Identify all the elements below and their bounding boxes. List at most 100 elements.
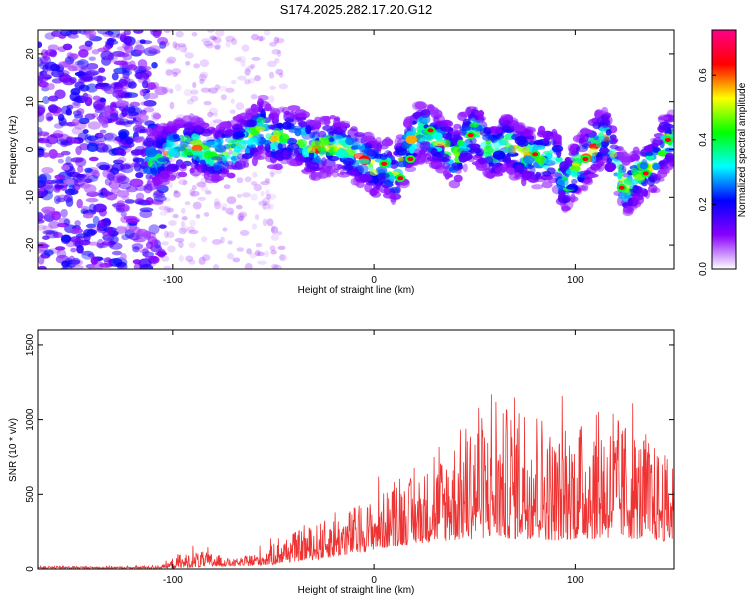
spectrogram-cell bbox=[345, 137, 355, 146]
spectrogram-cell bbox=[165, 131, 172, 136]
spectrogram-cell bbox=[189, 140, 202, 145]
spectrogram-cell bbox=[145, 147, 157, 158]
spectrogram-cell bbox=[127, 106, 140, 116]
spectrogram-cell bbox=[222, 227, 228, 232]
spectrogram-cell bbox=[225, 87, 235, 93]
spectrogram-cell bbox=[151, 62, 158, 69]
spectrogram-cell bbox=[157, 157, 168, 162]
spectrogram-cell bbox=[179, 141, 189, 148]
spectrogram-cell bbox=[172, 214, 179, 219]
spectrogram-cell bbox=[111, 72, 119, 81]
spectrogram-cell bbox=[55, 246, 66, 251]
spectrogram-cell bbox=[159, 211, 168, 216]
spectrogram-cell bbox=[308, 119, 317, 125]
spectrogram-cell bbox=[505, 128, 515, 134]
spectrogram-cell bbox=[205, 141, 219, 147]
spectrogram-cell bbox=[100, 50, 113, 61]
spectrogram-cell bbox=[159, 170, 171, 180]
spectrogram-cell bbox=[107, 227, 115, 236]
spectrogram-cell bbox=[112, 159, 124, 165]
spectrogram-cell bbox=[250, 33, 260, 41]
spectrogram-cell bbox=[183, 121, 197, 129]
spectrogram-cell bbox=[276, 37, 285, 44]
spectrogram-cell bbox=[255, 242, 263, 248]
spectrogram-cell bbox=[635, 187, 648, 197]
spectrogram-cell bbox=[440, 119, 452, 128]
spectrogram-cell bbox=[161, 241, 170, 246]
spectrogram-cell bbox=[218, 85, 228, 92]
spectrogram-cell bbox=[46, 116, 54, 121]
spectrogram-cell bbox=[282, 149, 288, 158]
spectrogram-cell bbox=[459, 156, 471, 162]
spectrogram-cell bbox=[468, 122, 479, 128]
spectrogram-cell bbox=[233, 145, 241, 153]
spectrogram-cell bbox=[39, 56, 51, 65]
spectrogram-cell bbox=[152, 192, 166, 199]
spectrogram-cell bbox=[327, 155, 340, 162]
y-tick-label: 0 bbox=[25, 146, 36, 152]
spectrogram-cell bbox=[85, 197, 99, 203]
spectrogram-hotspot-core bbox=[427, 128, 434, 133]
spectrogram-cell bbox=[623, 178, 633, 185]
spectrogram-cell bbox=[199, 71, 209, 79]
spectrogram-cell bbox=[389, 195, 397, 203]
spectrogram-cell bbox=[212, 112, 219, 118]
spectrogram-cell bbox=[120, 164, 134, 174]
spectrogram-cell bbox=[213, 161, 222, 171]
spectrogram-cell bbox=[599, 147, 610, 154]
spectrogram-cell bbox=[38, 215, 46, 220]
spectrogram-cell bbox=[599, 115, 606, 124]
spectrogram-cell bbox=[306, 161, 320, 170]
spectrogram-cell bbox=[505, 167, 515, 174]
spectrogram-cell bbox=[408, 145, 415, 154]
spectrogram-cell bbox=[264, 250, 269, 258]
spectrogram-cell bbox=[142, 72, 150, 80]
spectrogram-cell bbox=[535, 155, 547, 165]
spectrogram-cell bbox=[78, 49, 89, 58]
spectrogram-cell bbox=[38, 81, 50, 88]
spectrogram-cell bbox=[321, 115, 332, 121]
spectrogram-cell bbox=[48, 220, 61, 229]
spectrogram-cell bbox=[150, 199, 164, 205]
spectrogram-cell bbox=[59, 30, 72, 37]
spectrogram-cell bbox=[148, 45, 161, 52]
spectrogram-cell bbox=[534, 144, 546, 150]
spectrogram-cell bbox=[279, 254, 285, 261]
spectrogram-cell bbox=[191, 184, 197, 191]
spectrogram-cell bbox=[341, 164, 354, 171]
spectrogram-cell bbox=[96, 146, 106, 153]
spectrogram-hotspot-core bbox=[397, 176, 404, 181]
spectrogram-cell bbox=[48, 95, 59, 102]
spectrogram-cell bbox=[84, 113, 96, 120]
spectrogram-cells bbox=[38, 30, 674, 269]
spectrogram-cell bbox=[103, 132, 115, 141]
spectrogram-cell bbox=[301, 147, 309, 158]
spectrogram-cell bbox=[492, 140, 502, 149]
spectrogram-cell bbox=[210, 127, 218, 135]
spectrogram-cell bbox=[74, 240, 81, 247]
spectrogram-cell bbox=[43, 69, 54, 78]
spectrogram-cell bbox=[528, 141, 540, 146]
spectrogram-cell bbox=[180, 135, 191, 143]
spectrogram-cell bbox=[184, 52, 194, 59]
spectrogram-cell bbox=[344, 170, 357, 175]
spectrogram-cell bbox=[536, 130, 547, 138]
spectrogram-cell bbox=[83, 228, 96, 237]
spectrogram-cell bbox=[270, 226, 279, 234]
spectrogram-cell bbox=[211, 36, 218, 41]
spectrogram-cell bbox=[51, 153, 65, 158]
spectrogram-cell bbox=[123, 30, 131, 36]
spectrogram-cell bbox=[198, 256, 206, 265]
spectrogram-cell bbox=[129, 101, 141, 107]
spectrogram-cell bbox=[658, 159, 669, 167]
spectrogram-cell bbox=[126, 106, 136, 114]
spectrogram-cell bbox=[123, 35, 132, 45]
spectrogram-cell bbox=[332, 122, 343, 127]
spectrogram-cell bbox=[124, 92, 139, 99]
spectrogram-cell bbox=[98, 67, 106, 73]
spectrogram-cell bbox=[91, 112, 99, 118]
spectrogram-cell bbox=[214, 201, 222, 210]
spectrogram-cell bbox=[435, 164, 445, 170]
spectrogram-cell bbox=[96, 238, 104, 249]
spectrogram-cell bbox=[152, 30, 162, 39]
